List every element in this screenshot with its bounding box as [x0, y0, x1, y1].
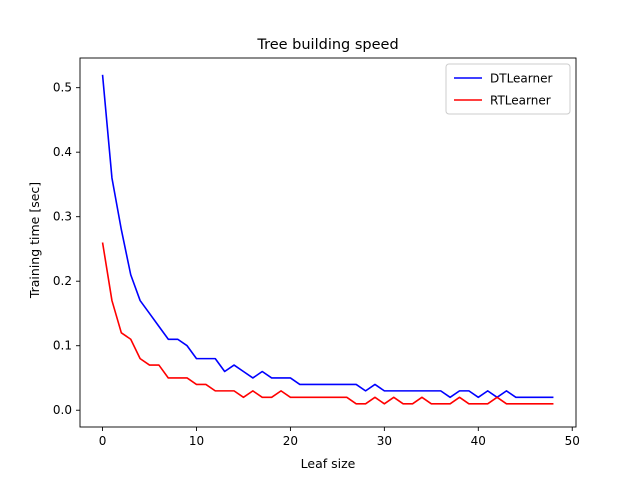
legend-label-dtlearner: DTLearner	[490, 72, 552, 86]
series-line-dtlearner	[101, 74, 554, 399]
x-tick-label: 20	[283, 434, 298, 448]
x-axis-label: Leaf size	[301, 456, 356, 471]
y-axis-label: Training time [sec]	[27, 182, 42, 299]
y-tick-label: 0.4	[53, 145, 72, 159]
legend-box	[445, 63, 571, 115]
y-tick-label: 0.0	[53, 403, 72, 417]
x-tick-label: 0	[99, 434, 107, 448]
x-tick-label: 10	[189, 434, 204, 448]
y-tick-label: 0.2	[53, 274, 72, 288]
x-tick-label: 50	[565, 434, 580, 448]
chart-title: Tree building speed	[256, 37, 398, 53]
legend-label-rtlearner: RTLearner	[490, 94, 551, 108]
y-tick-label: 0.5	[53, 81, 72, 95]
x-tick-label: 40	[471, 434, 486, 448]
x-tick-label: 30	[377, 434, 392, 448]
y-tick-label: 0.1	[53, 339, 72, 353]
plot-frame	[79, 57, 577, 428]
series-layer	[101, 74, 554, 405]
axes-layer: 0 10 20 30 40 50 0.0 0.1 0.2 0.3 0.4 0.5	[53, 57, 580, 448]
series-line-rtlearner	[101, 242, 554, 405]
y-tick-label: 0.3	[53, 210, 72, 224]
legend: DTLearner RTLearner	[445, 63, 571, 115]
